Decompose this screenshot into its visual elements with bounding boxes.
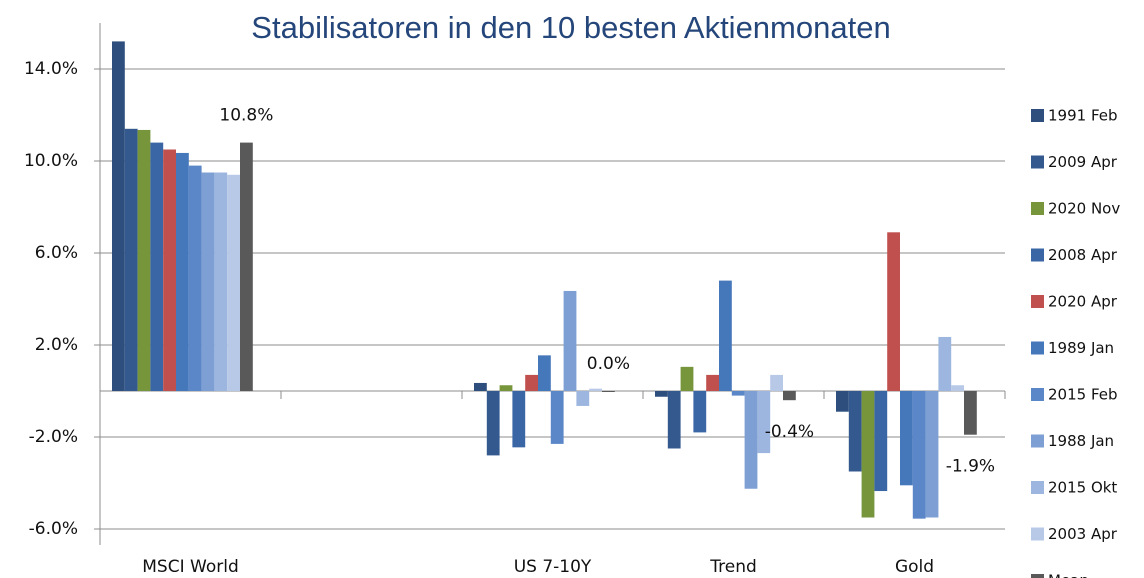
legend-swatch [1031, 574, 1044, 578]
legend-swatch [1031, 109, 1044, 122]
bar [602, 391, 615, 392]
legend-swatch [1031, 248, 1044, 262]
data-label: 10.8% [219, 106, 273, 126]
bar [912, 391, 926, 519]
bar [137, 129, 151, 391]
bar [757, 391, 771, 454]
bar [499, 385, 513, 391]
bar [874, 391, 888, 492]
bar [201, 172, 215, 391]
bar [938, 336, 952, 391]
bar [783, 391, 796, 401]
legend-label: 2008 Apr [1048, 246, 1118, 264]
legend-label: 2020 Apr [1048, 293, 1118, 311]
bar [163, 149, 176, 391]
data-label: 0.0% [587, 354, 630, 374]
bar [112, 41, 125, 392]
bar [706, 374, 719, 391]
bar [538, 355, 551, 391]
data-label: -1.9% [946, 457, 995, 477]
bar [576, 391, 590, 406]
bar [680, 366, 694, 391]
legend-label: 1989 Jan [1048, 339, 1114, 357]
y-tick-label: 2.0% [35, 335, 78, 355]
legend-swatch [1031, 388, 1044, 401]
y-tick-label: 14.0% [24, 59, 78, 79]
bar [667, 391, 681, 449]
bar [563, 290, 577, 391]
legend-label: 2009 Apr [1048, 153, 1118, 171]
x-tick-label: Gold [895, 557, 934, 577]
bar [512, 391, 526, 448]
legend-label: 2015 Feb [1048, 386, 1118, 404]
bar [655, 391, 668, 397]
bar [486, 391, 500, 456]
bar [951, 385, 964, 391]
y-tick-label: 6.0% [35, 243, 78, 263]
bar [525, 374, 538, 391]
legend-label: 2015 Okt [1048, 479, 1117, 497]
legend-swatch [1031, 202, 1044, 215]
legend-label: Mean [1048, 572, 1089, 578]
bar [848, 391, 862, 472]
legend-swatch [1031, 527, 1044, 541]
legend-swatch [1031, 295, 1044, 308]
bar [900, 391, 913, 486]
bar [214, 172, 228, 391]
chart-title: Stabilisatoren in den 10 besten Aktienmo… [251, 10, 890, 45]
bar [150, 142, 164, 391]
y-tick-label: -6.0% [29, 519, 78, 539]
bar [861, 391, 875, 518]
bar [770, 374, 783, 391]
bar [719, 280, 732, 391]
bar [964, 391, 977, 435]
bar [176, 152, 189, 391]
bar [744, 391, 758, 489]
legend-label: 1988 Jan [1048, 432, 1114, 450]
legend-swatch [1031, 434, 1044, 448]
legend-swatch [1031, 341, 1044, 355]
bar [887, 232, 900, 391]
legend-swatch [1031, 481, 1044, 494]
legend-label: 2003 Apr [1048, 525, 1118, 543]
bar [240, 142, 253, 391]
bar [836, 391, 849, 412]
bar [589, 388, 602, 391]
x-tick-label: MSCI World [142, 557, 238, 577]
legend-label: 2020 Nov [1048, 200, 1120, 218]
bar [474, 382, 487, 391]
bar [731, 391, 745, 396]
y-tick-label: 10.0% [24, 151, 78, 171]
bar [227, 174, 240, 391]
data-label: -0.4% [765, 422, 814, 442]
legend-swatch [1031, 155, 1044, 169]
bar [693, 391, 707, 433]
y-tick-label: -2.0% [29, 427, 78, 447]
legend-label: 1991 Feb [1048, 107, 1118, 125]
bar [550, 391, 564, 444]
bar [925, 391, 939, 518]
x-tick-label: US 7-10Y [514, 557, 592, 577]
bar [124, 128, 138, 392]
bar [188, 165, 202, 391]
x-tick-label: Trend [709, 557, 757, 577]
